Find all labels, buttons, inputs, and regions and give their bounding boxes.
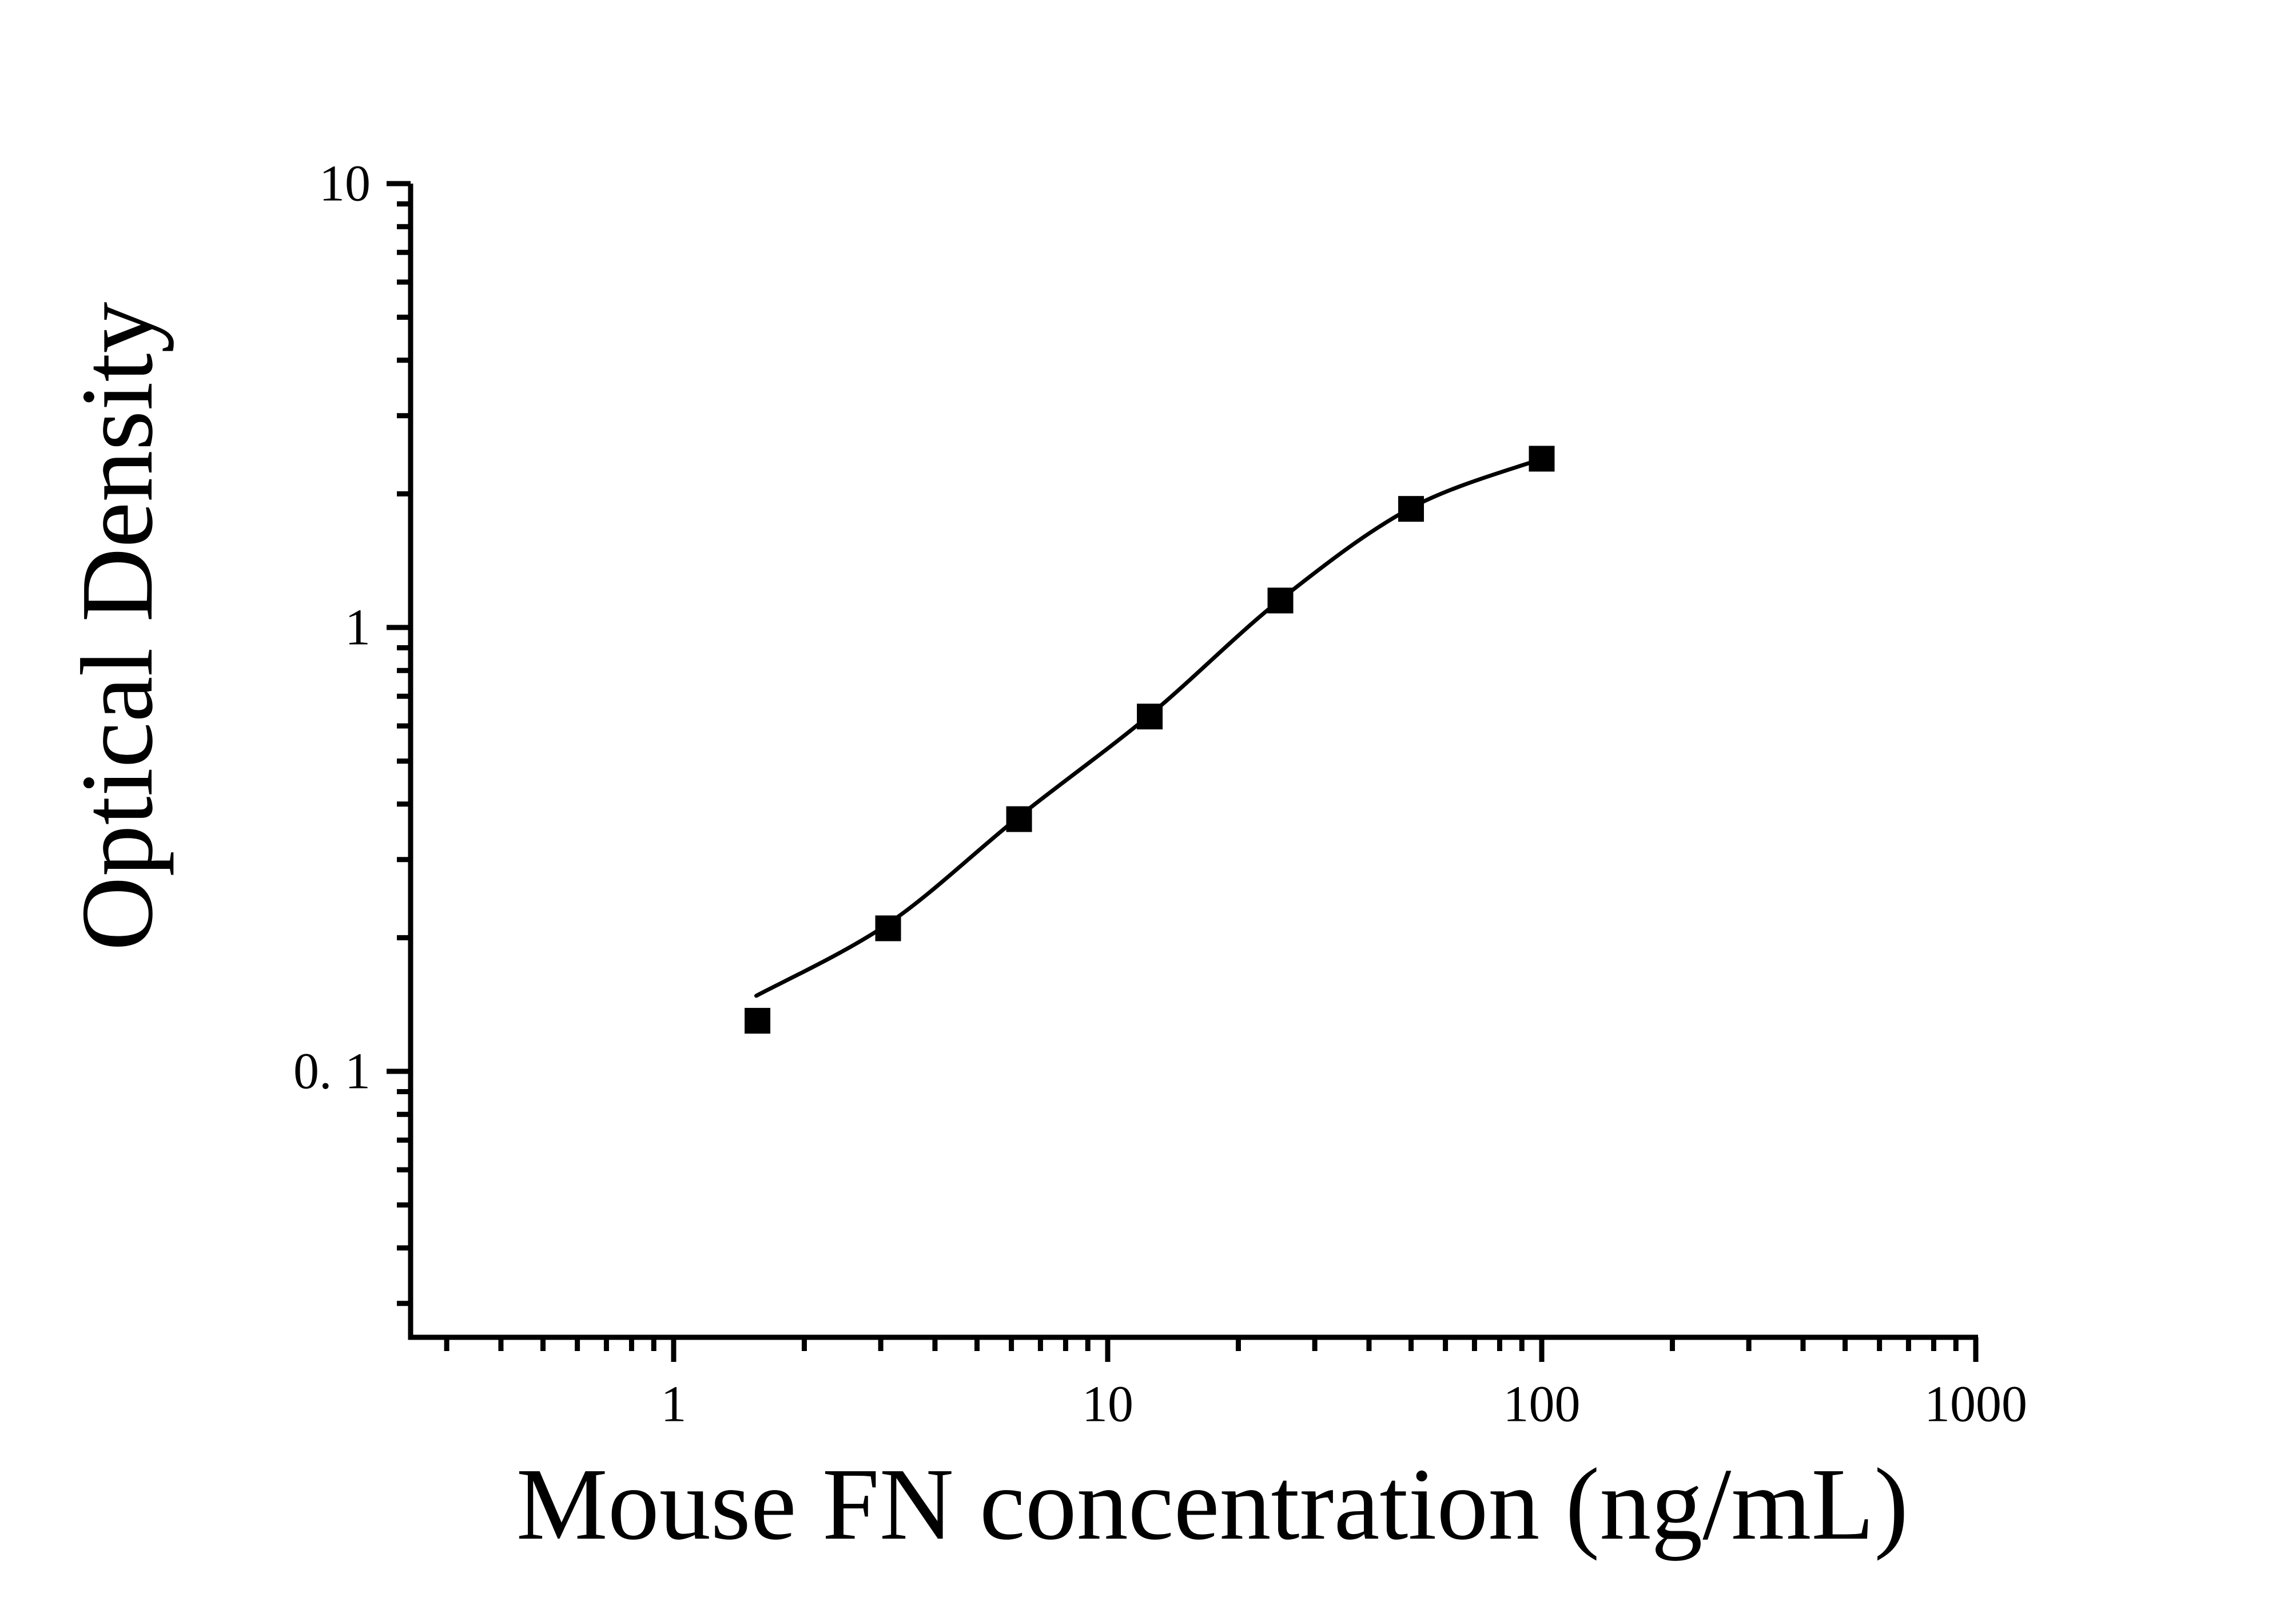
y-axis-title: Optical Density [60, 302, 174, 951]
axis-lines [408, 184, 1978, 1340]
axis-ticks [387, 181, 1979, 1362]
data-point-marker [1398, 496, 1424, 522]
data-point-marker [1137, 704, 1163, 730]
data-point-marker [875, 915, 901, 941]
data-points [745, 446, 1555, 1034]
data-point-marker [745, 1008, 771, 1034]
data-point-marker [1529, 446, 1555, 472]
x-axis-title: Mouse FN concentration (ng/mL) [516, 1447, 1908, 1561]
data-point-marker [1267, 587, 1294, 614]
x-tick-label: 1000 [1924, 1376, 2027, 1433]
y-tick-label: 1 [345, 599, 371, 656]
y-tick-label: 10 [319, 156, 371, 212]
x-tick-label: 1 [661, 1376, 687, 1433]
x-tick-label: 100 [1503, 1376, 1581, 1433]
y-tick-label: 0. 1 [293, 1043, 371, 1100]
tick-labels: 10 1 0. 1 1 10 100 1000 [293, 156, 2027, 1433]
data-point-marker [1006, 806, 1032, 832]
x-tick-label: 10 [1082, 1376, 1133, 1433]
